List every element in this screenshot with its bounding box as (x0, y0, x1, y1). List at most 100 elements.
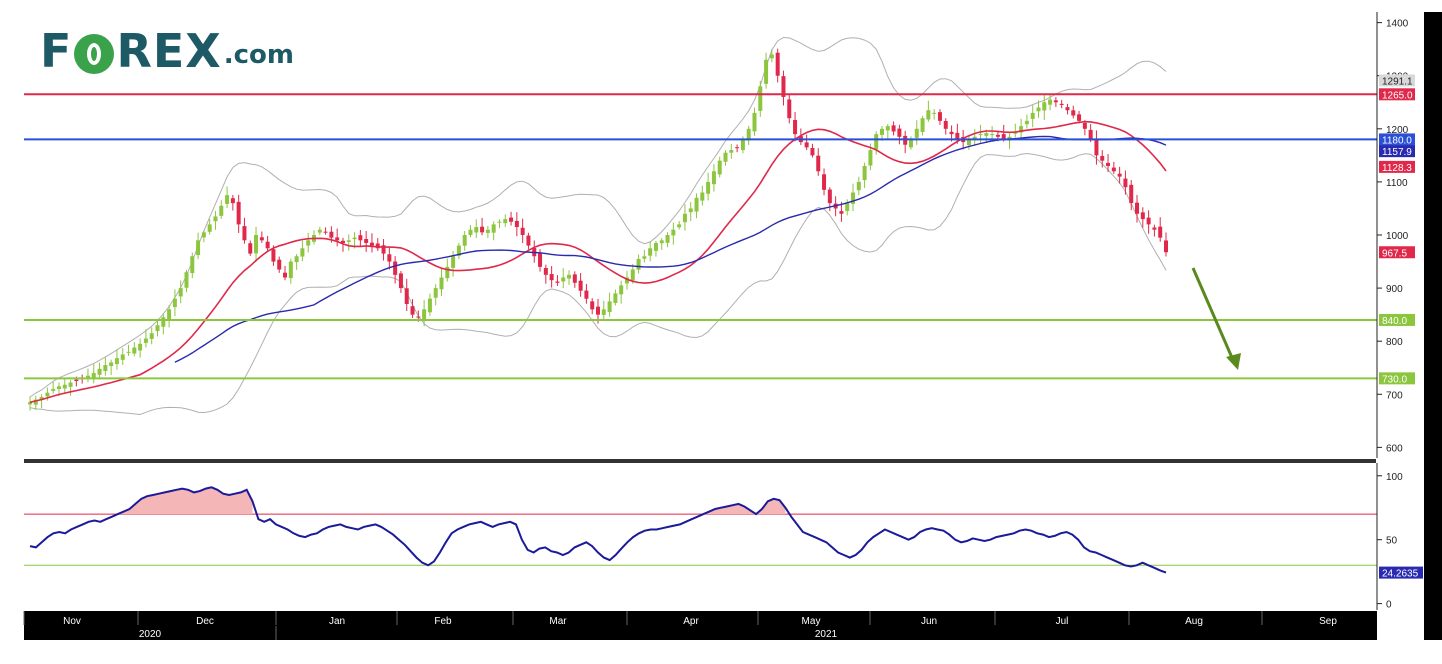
candle-body (91, 373, 96, 378)
ma20-line (29, 120, 1167, 404)
candle-body (277, 259, 282, 270)
x-month-label: Jan (329, 616, 345, 627)
candle-body (248, 243, 253, 254)
candle-body (914, 128, 919, 138)
candle-body (167, 309, 172, 320)
candle-body (398, 273, 403, 289)
candle-body (213, 216, 218, 222)
candle-body (943, 121, 948, 129)
candle-body (816, 155, 821, 172)
candle-body (259, 237, 264, 241)
x-month-label: Sep (1319, 616, 1337, 627)
candle-body (196, 240, 201, 256)
candle-body (1048, 99, 1053, 105)
candle-body (613, 293, 618, 303)
candle-body (225, 195, 230, 204)
candle-body (85, 375, 90, 379)
candle-body (288, 261, 293, 279)
candle-body (190, 256, 195, 274)
candle-body (978, 134, 983, 136)
x-axis: Nov Dec Jan Feb Mar Apr May Jun Jul Aug Sep 2020 202… (23, 611, 1377, 640)
candle-body (485, 229, 490, 233)
logo-o-symbol (74, 34, 115, 74)
candle-body (62, 384, 67, 389)
value-tag-label: 1157.9 (1382, 147, 1412, 158)
candle-body (1123, 178, 1128, 188)
candle-body (688, 208, 693, 213)
candle-body (555, 281, 560, 283)
candle-body (955, 132, 960, 140)
bollinger-upper-band (29, 36, 1167, 398)
candle-body (700, 192, 705, 201)
candle-body (387, 254, 392, 262)
x-month-label: May (802, 616, 821, 627)
candle-body (538, 253, 543, 267)
candle-body (891, 125, 896, 132)
candle-body (51, 388, 56, 391)
candle-body (369, 242, 374, 246)
candle-body (764, 59, 769, 84)
rsi-tick-label: 50 (1386, 536, 1398, 547)
candle-body (201, 232, 206, 238)
candle-body (404, 288, 409, 305)
rsi-series-line (29, 486, 1167, 574)
x-month-label: Apr (683, 616, 699, 627)
candle-body (966, 139, 971, 146)
y-tick-label: 1100 (1386, 178, 1408, 189)
candle-body (340, 240, 345, 243)
candle-body (1059, 103, 1064, 105)
level-tag-label: 1180.0 (1382, 135, 1412, 146)
candle-body (1146, 217, 1151, 225)
value-tag-label: 1291.1 (1382, 76, 1413, 87)
candle-body (1030, 112, 1035, 119)
logo-suffix: .com (223, 40, 294, 70)
candle-body (624, 277, 629, 284)
rsi-value-tag-label: 24.2635 (1382, 569, 1419, 580)
candle-body (908, 139, 913, 148)
value-tag (1379, 160, 1415, 173)
candle-body (787, 99, 792, 119)
candle-body (155, 325, 160, 332)
bollinger-upper-line (29, 36, 1167, 398)
candle-body (1152, 227, 1157, 230)
candle-body (346, 240, 351, 242)
candle-body (172, 298, 177, 308)
candle-body (822, 174, 827, 190)
candle-body (265, 241, 270, 249)
candle-body (1088, 129, 1093, 140)
candle-body (306, 240, 311, 246)
candle-body (723, 152, 728, 162)
candle-body (984, 133, 989, 136)
value-tag (1379, 74, 1415, 87)
candle-body (1164, 240, 1168, 253)
candle-body (254, 235, 259, 254)
rsi-overbought-fill (117, 487, 786, 515)
y-tick-label: 1200 (1386, 125, 1409, 136)
candle-body (682, 213, 687, 223)
candle-body (422, 309, 427, 321)
candle-body (758, 86, 763, 111)
x-month-label: Aug (1185, 616, 1203, 627)
x-month-label: Mar (549, 616, 567, 627)
candle-body (149, 333, 154, 339)
candle-body (68, 382, 73, 387)
candle-body (1077, 114, 1082, 121)
candle-body (433, 288, 438, 298)
candle-body (207, 224, 212, 232)
candle-body (636, 258, 641, 270)
bollinger-lower-band (29, 152, 1167, 416)
candle-body (480, 226, 485, 233)
candle-body (671, 229, 676, 236)
candle-body (874, 134, 879, 150)
candle-body (839, 211, 844, 214)
candle-body (642, 256, 647, 259)
candle-body (561, 277, 566, 282)
candle-body (885, 126, 890, 131)
candle-body (665, 235, 670, 243)
candle-body (1106, 162, 1111, 166)
candle-body (230, 198, 235, 204)
y-tick-label: 800 (1386, 337, 1403, 348)
candle-body (364, 239, 369, 243)
y-tick-label: 1000 (1386, 231, 1409, 242)
